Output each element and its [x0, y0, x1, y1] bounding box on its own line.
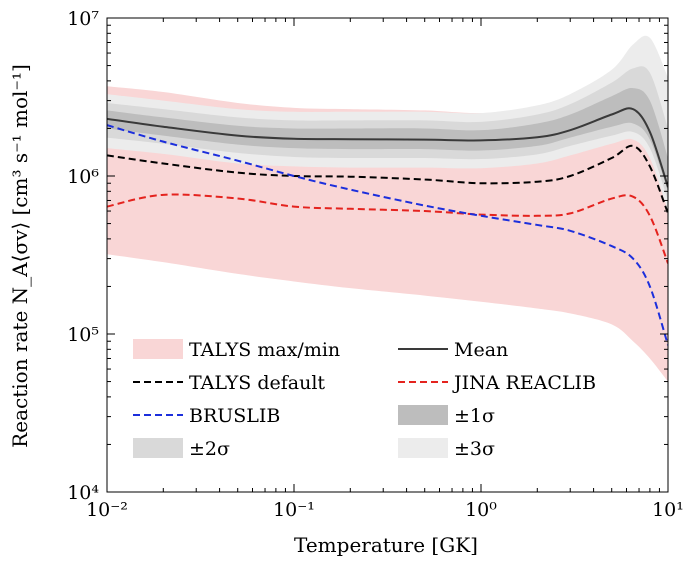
legend-label: TALYS max/min [189, 339, 340, 361]
legend-label: BRUSLIB [189, 405, 280, 427]
legend-label: ±3σ [454, 438, 495, 460]
plot-area [107, 35, 668, 382]
series-talys-default [107, 144, 668, 214]
series-bruslib [107, 124, 668, 346]
axes: 10⁻² 10⁻¹ 10⁰ 10¹ 10⁴ 10⁵ 10⁶ 10⁷ [67, 8, 684, 521]
y-axis-label: Reaction rate N_A⟨σv⟩ [cm³ s⁻¹ mol⁻¹] [8, 64, 32, 448]
x-tick-label: 10⁻² [86, 499, 128, 521]
y-tick-label: 10⁴ [67, 482, 99, 504]
series-jina-reaclib [107, 193, 668, 264]
series-mean [107, 107, 668, 188]
legend: TALYS max/min Mean TALYS default JINA REACL… [133, 339, 596, 460]
x-tick-label: 10¹ [652, 499, 684, 521]
legend-swatch-talys-max-min [133, 339, 183, 359]
legend-swatch-3 [398, 438, 448, 458]
legend-label: TALYS default [189, 372, 325, 394]
legend-label: Mean [454, 339, 508, 361]
legend-label: ±2σ [189, 438, 230, 460]
legend-swatch-1 [398, 405, 448, 425]
x-tick-label: 10⁰ [465, 499, 497, 521]
legend-swatch-2 [133, 438, 183, 458]
y-tick-label: 10⁶ [67, 166, 99, 188]
x-tick-label: 10⁻¹ [273, 499, 315, 521]
y-tick-label: 10⁷ [67, 8, 99, 30]
plot-frame [106, 17, 669, 493]
x-axis-label: Temperature [GK] [294, 533, 478, 557]
y-tick-label: 10⁵ [67, 324, 99, 346]
legend-label: JINA REACLIB [452, 372, 596, 394]
legend-label: ±1σ [454, 405, 495, 427]
